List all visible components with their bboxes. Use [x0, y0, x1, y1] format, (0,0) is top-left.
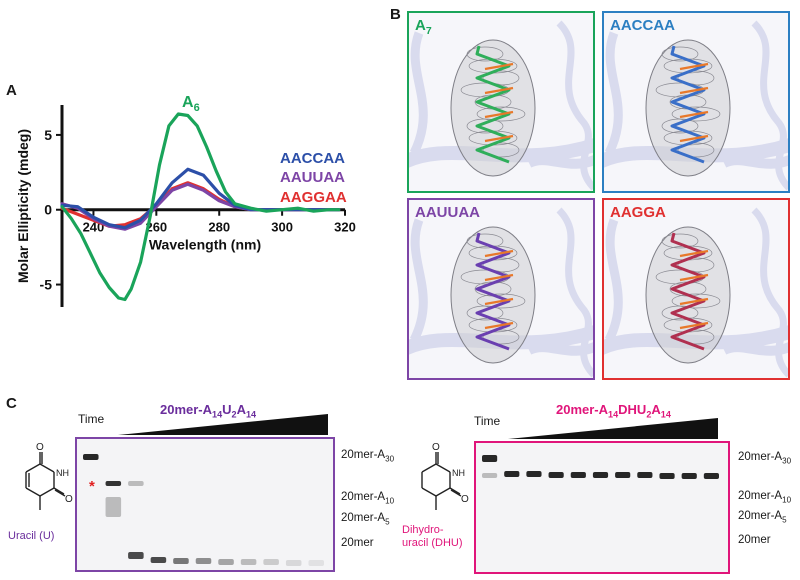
structure-label: AAGGA: [610, 204, 666, 221]
series-label-aaggaa: AAGGAA: [280, 189, 347, 206]
gel-band: [570, 472, 586, 478]
gel-band: [263, 559, 279, 565]
gel-band: [592, 472, 609, 478]
structure-panel-4: AAGGA: [602, 198, 790, 380]
gel-band: [548, 472, 564, 478]
series-label-aauuaa: AAUUAA: [280, 169, 345, 186]
y-tick-label: 5: [44, 127, 52, 143]
structure-panel-1: A7: [407, 11, 595, 193]
structure-image: [409, 207, 593, 378]
gel-band: [150, 557, 167, 563]
y-tick-label: -5: [40, 277, 53, 293]
gel-band: [128, 481, 144, 486]
gel-frame: [75, 437, 335, 572]
gel-band: [681, 473, 697, 479]
gel-band: [526, 471, 542, 477]
gel-frame: [474, 441, 730, 574]
series-label-aaccaa: AACCAA: [280, 150, 345, 167]
gel-image-left: *: [75, 437, 335, 572]
dhu-label-line1: Dihydro-: [402, 524, 444, 536]
gel-band: [285, 560, 302, 566]
gel-band: [637, 472, 653, 478]
x-tick-label: 300: [271, 220, 293, 235]
gel-left-marker-a10: 20mer-A10: [341, 491, 395, 506]
gel-band: [83, 454, 99, 460]
panel-label-c: C: [6, 395, 17, 412]
gel-title-right: 20mer-A14DHU2A14: [556, 402, 671, 420]
dihydrouracil-structure: O NH O: [421, 442, 469, 510]
series-line-a6: [60, 112, 341, 302]
dhu-label-line2: uracil (DHU): [402, 537, 463, 549]
time-label-left: Time: [78, 412, 105, 426]
gel-band: [659, 473, 675, 479]
structure-panel-3: AAUUAA: [407, 198, 595, 380]
gel-right-marker-a30: 20mer-A30: [738, 451, 792, 466]
structure-label: A7: [415, 17, 432, 37]
gel-band: [703, 473, 719, 479]
gel-title-left: 20mer-A14U2A14: [160, 402, 257, 420]
x-tick-label: 280: [208, 220, 230, 235]
uracil-atom-o2: O: [65, 494, 73, 505]
structure-label: AAUUAA: [415, 204, 480, 221]
uracil-atom-o1: O: [36, 442, 44, 453]
time-gradient-wedge-right: [508, 418, 718, 439]
time-label-right: Time: [474, 414, 501, 428]
structure-panel-2: AACCAA: [602, 11, 790, 193]
gel-right-marker-20mer: 20mer: [738, 534, 771, 546]
gel-band: [218, 559, 234, 565]
panel-label-b: B: [390, 6, 401, 23]
y-tick-label: 0: [44, 202, 52, 218]
uracil-atom-nh: NH: [56, 468, 69, 478]
gel-star-marker: *: [89, 478, 95, 495]
time-gradient-wedge-left: [118, 414, 328, 435]
structure-image: [604, 20, 788, 191]
gel-band: [615, 472, 631, 478]
dhu-atom-nh: NH: [452, 468, 465, 478]
gel-band: [173, 558, 189, 564]
x-axis-label: Wavelength (nm): [149, 237, 261, 253]
uracil-label: Uracil (U): [8, 530, 55, 542]
x-tick-label: 260: [145, 220, 167, 235]
y-axis-label: Molar Ellipticity (mdeg): [15, 129, 31, 283]
x-tick-label: 320: [334, 220, 356, 235]
gel-right-marker-a5: 20mer-A5: [738, 510, 787, 525]
gel-band: [128, 552, 144, 559]
gel-left-marker-a5: 20mer-A5: [341, 512, 390, 527]
gel-band: [504, 471, 520, 477]
gel-right-marker-a10: 20mer-A10: [738, 490, 792, 505]
gel-band: [308, 560, 324, 566]
panel-label-a: A: [6, 82, 17, 99]
uracil-structure: O NH O: [25, 442, 73, 510]
gel-band: [482, 473, 498, 478]
structure-image: [409, 20, 593, 191]
dhu-atom-o1: O: [432, 442, 440, 453]
gel-band: [482, 455, 498, 462]
series-label-a6: A6: [182, 94, 200, 114]
gel-left-marker-20mer: 20mer: [341, 537, 374, 549]
dhu-label: Dihydro- uracil (DHU): [402, 524, 463, 550]
gel-band: [195, 558, 212, 564]
gel-image-right: *: [474, 441, 730, 574]
structure-image: [604, 207, 788, 378]
gel-band: [105, 497, 122, 517]
dhu-atom-o2: O: [461, 494, 469, 505]
structure-label: AACCAA: [610, 17, 675, 34]
gel-left-marker-a30: 20mer-A30: [341, 449, 395, 464]
gel-band: [240, 559, 257, 565]
gel-band: [105, 481, 122, 486]
